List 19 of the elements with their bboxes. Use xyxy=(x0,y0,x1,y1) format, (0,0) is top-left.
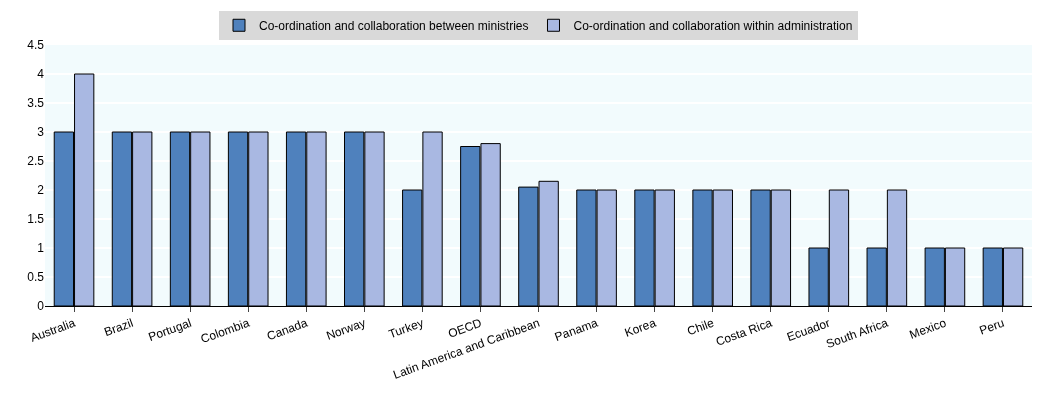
y-tick-label: 0.5 xyxy=(27,270,45,285)
legend-label: Co-ordination and collaboration between ministries xyxy=(259,18,529,33)
y-tick-label: 4.5 xyxy=(27,38,45,53)
x-tick-label: Norway xyxy=(324,315,368,343)
y-tick-label: 4 xyxy=(37,67,45,82)
x-tick-label: Mexico xyxy=(907,315,949,342)
x-tick-label: Korea xyxy=(622,315,658,340)
y-tick-label: 3.5 xyxy=(27,96,45,111)
y-tick-label: 2.5 xyxy=(27,154,45,169)
x-tick-label: Canada xyxy=(265,315,310,344)
y-tick-label: 1.5 xyxy=(27,212,45,227)
legend-label: Co-ordination and collaboration within administration xyxy=(573,18,853,33)
y-tick-label: 1 xyxy=(37,241,45,256)
x-tick-label: Brazil xyxy=(102,315,136,340)
x-tick-label: Turkey xyxy=(386,315,426,342)
y-tick-label: 3 xyxy=(37,125,45,140)
y-tick-label: 2 xyxy=(37,183,45,198)
x-tick-label: Peru xyxy=(977,315,1007,338)
y-tick-label: 0 xyxy=(37,299,45,314)
